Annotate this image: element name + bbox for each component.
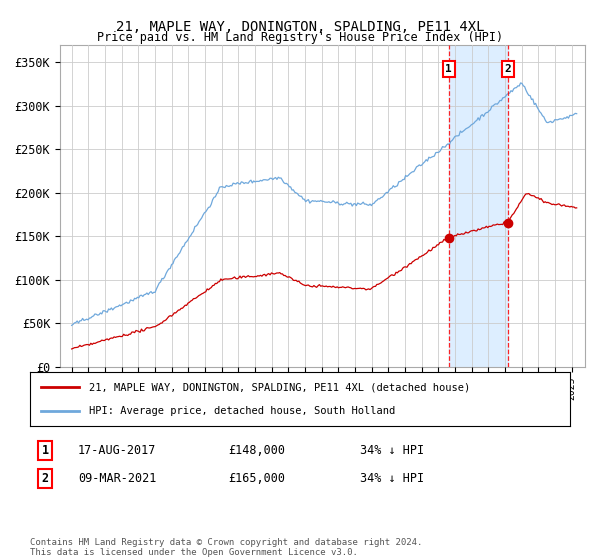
Text: 34% ↓ HPI: 34% ↓ HPI xyxy=(360,472,424,486)
Text: Price paid vs. HM Land Registry's House Price Index (HPI): Price paid vs. HM Land Registry's House … xyxy=(97,31,503,44)
Text: 2: 2 xyxy=(505,64,511,74)
Text: 1: 1 xyxy=(445,64,452,74)
Text: 1: 1 xyxy=(41,444,49,458)
Text: 21, MAPLE WAY, DONINGTON, SPALDING, PE11 4XL (detached house): 21, MAPLE WAY, DONINGTON, SPALDING, PE11… xyxy=(89,382,470,393)
Text: 34% ↓ HPI: 34% ↓ HPI xyxy=(360,444,424,458)
Bar xyxy=(449,45,508,367)
Text: Contains HM Land Registry data © Crown copyright and database right 2024.
This d: Contains HM Land Registry data © Crown c… xyxy=(30,538,422,557)
Text: £148,000: £148,000 xyxy=(228,444,285,458)
Text: 21, MAPLE WAY, DONINGTON, SPALDING, PE11 4XL: 21, MAPLE WAY, DONINGTON, SPALDING, PE11… xyxy=(116,20,484,34)
Text: 09-MAR-2021: 09-MAR-2021 xyxy=(78,472,157,486)
Text: HPI: Average price, detached house, South Holland: HPI: Average price, detached house, Sout… xyxy=(89,405,395,416)
Text: 17-AUG-2017: 17-AUG-2017 xyxy=(78,444,157,458)
Text: £165,000: £165,000 xyxy=(228,472,285,486)
Text: 2: 2 xyxy=(41,472,49,486)
